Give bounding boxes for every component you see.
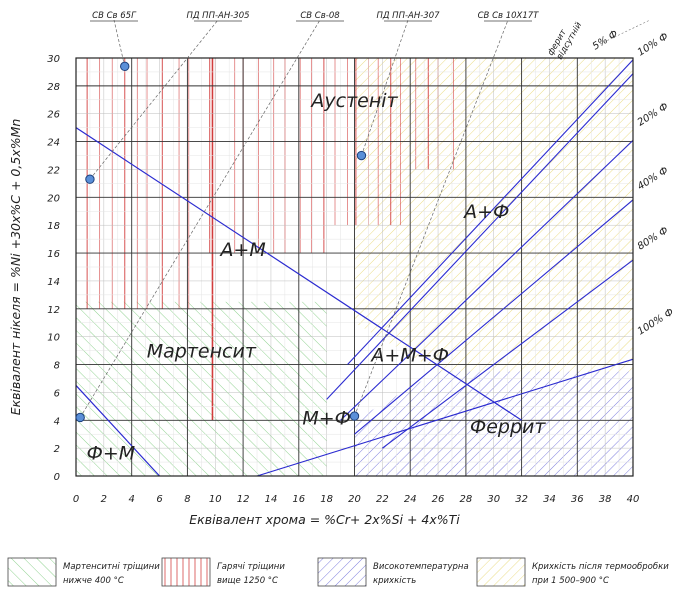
- y-tick-label: 8: [54, 361, 60, 372]
- legend-label-line2: крихкість: [373, 576, 416, 586]
- material-marker: [120, 61, 130, 72]
- legend-label-line1: Високотемпературна: [373, 562, 469, 572]
- plot-border: [75, 57, 634, 477]
- x-tick-label: 14: [265, 494, 278, 505]
- x-axis-title: Еквівалент хрома = %Cr+ 2x%Si + 4x%Ti: [189, 512, 460, 527]
- ferrite-line-1: [326, 72, 633, 400]
- ferrite-line-0: [347, 59, 633, 365]
- ferrite-line-2: [340, 139, 633, 421]
- legend-swatch-yellow-hatch: [476, 557, 526, 587]
- x-tick-label: 16: [292, 494, 305, 505]
- x-tick-label: 24: [404, 494, 417, 505]
- y-tick-label: 28: [47, 82, 60, 93]
- y-tick-label: 22: [47, 165, 60, 176]
- ferrite-pct-label: 20% Ф: [636, 101, 671, 129]
- callout-5pct: 5% Ф: [591, 28, 621, 52]
- ferrite-pct-label: 100% Ф: [636, 307, 676, 338]
- material-marker: [349, 411, 360, 421]
- material-marker: [356, 150, 367, 161]
- x-tick-label: 10: [209, 494, 222, 505]
- material-label: СВ Св 65Г: [92, 11, 137, 21]
- x-tick-label: 8: [184, 494, 190, 505]
- x-tick-label: 36: [571, 494, 584, 505]
- legend-label-line1: Крихкість після термообробки: [532, 562, 669, 572]
- ferrite-pct-label: 10% Ф: [636, 31, 671, 59]
- region-label-6: Феррит: [470, 416, 547, 438]
- phase-boundary-martensite-ferrite: [76, 385, 160, 476]
- material-marker: [75, 412, 85, 423]
- material-leader: [113, 19, 126, 67]
- x-tick-label: 22: [376, 494, 389, 505]
- region-label-7: Ф+М: [86, 442, 135, 464]
- region-label-1: А+М: [218, 239, 265, 261]
- x-tick-label: 6: [156, 494, 162, 505]
- material-markers: СВ Св 65Г ПД ПП-АН-305 СВ Св-08 ПД ПП-АН-30…: [75, 11, 540, 423]
- ferrite-pct-label: 80% Ф: [636, 225, 671, 253]
- axis-titles: Еквівалент хрома = %Cr+ 2x%Si + 4x%Ti Екв…: [8, 119, 460, 527]
- y-tick-label: 4: [54, 416, 60, 427]
- material-leader: [354, 19, 509, 417]
- y-tick-label: 20: [47, 193, 60, 204]
- legend-swatch-green-hatch: [7, 557, 57, 587]
- x-tick-label: 38: [599, 494, 612, 505]
- x-tick-label: 34: [543, 494, 556, 505]
- boundary-lines: [76, 59, 633, 476]
- y-tick-label: 6: [54, 388, 60, 399]
- legend-label-line2: вище 1250 °C: [217, 576, 278, 586]
- ferrite-pct-label: 40% Ф: [636, 165, 671, 193]
- axis-ticks: 0 2 4 6 8 10 12 14 16 18 20 22 24 26 28 30 32 34 36 38 40024…: [47, 54, 639, 505]
- ferrite-line-5: [256, 358, 633, 476]
- region-label-3: А+М+Ф: [369, 345, 449, 367]
- legend-swatch-red-vertical: [161, 557, 211, 587]
- region-label-4: А+Ф: [462, 201, 509, 223]
- y-tick-label: 2: [54, 444, 60, 455]
- material-label: СВ Св-08: [300, 11, 340, 21]
- y-tick-label: 14: [47, 277, 60, 288]
- y-tick-label: 16: [47, 249, 60, 260]
- legend-label-line2: нижче 400 °C: [63, 576, 124, 586]
- ferrite-line-3: [354, 199, 633, 435]
- x-tick-label: 32: [515, 494, 528, 505]
- legend-swatch-blue-hatch: [317, 557, 367, 587]
- legend-label-line1: Гарячі тріщини: [217, 562, 285, 572]
- material-leader: [361, 19, 409, 156]
- x-tick-label: 40: [627, 494, 640, 505]
- x-tick-label: 28: [460, 494, 473, 505]
- plot-frame: [75, 57, 634, 477]
- legend-label-line1: Мартенситні тріщини: [63, 562, 160, 572]
- region-label-2: Мартенсит: [147, 341, 257, 363]
- phase-region-labels: Аустеніт А+М Мартенсит А+М+Ф А+Ф М+Ф Феррит Ф+М: [86, 90, 546, 465]
- y-tick-label: 30: [47, 54, 60, 65]
- material-leader: [89, 19, 219, 180]
- x-tick-label: 4: [129, 494, 135, 505]
- phase-boundary-austenite-martensite: [76, 127, 522, 421]
- x-tick-label: 30: [487, 494, 500, 505]
- y-tick-label: 12: [47, 305, 60, 316]
- x-tick-label: 26: [432, 494, 445, 505]
- callout-line: [599, 19, 651, 45]
- region-label-5: М+Ф: [302, 407, 351, 429]
- material-label: ПД ПП-АН-305: [186, 11, 249, 21]
- material-label: СВ Св 10Х17Т: [478, 11, 540, 21]
- x-tick-label: 2: [101, 494, 107, 505]
- x-tick-label: 0: [73, 494, 79, 505]
- legend: Мартенситні тріщини нижче 400 °C Гарячі тр…: [7, 557, 669, 587]
- material-label: ПД ПП-АН-307: [376, 11, 440, 21]
- material-leader: [79, 19, 321, 418]
- x-tick-label: 18: [320, 494, 333, 505]
- y-tick-label: 0: [54, 472, 60, 483]
- legend-label-line2: при 1 500–900 °C: [532, 576, 609, 586]
- region-label-0: Аустеніт: [309, 90, 398, 112]
- y-axis-title: Еквівалент нікеля = %Ni +30x%C + 0,5x%Mn: [8, 119, 23, 416]
- ferrite-line-4: [382, 259, 633, 449]
- y-tick-label: 10: [47, 333, 60, 344]
- x-tick-label: 20: [348, 494, 361, 505]
- material-marker: [85, 174, 95, 184]
- x-tick-label: 12: [237, 494, 250, 505]
- y-tick-label: 24: [47, 138, 60, 149]
- y-tick-label: 26: [47, 110, 60, 121]
- y-tick-label: 18: [47, 221, 60, 232]
